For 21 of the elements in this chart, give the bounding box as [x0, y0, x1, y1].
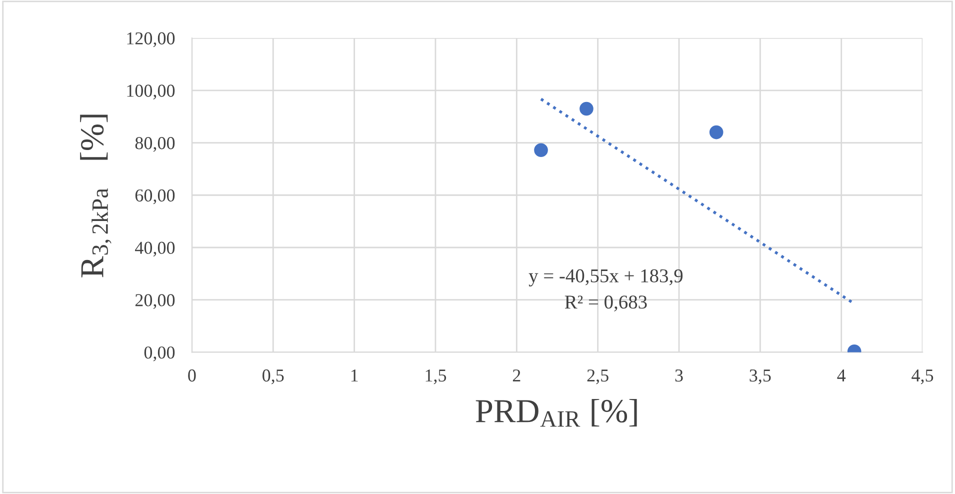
y-tick-label: 40,00 — [135, 242, 175, 257]
y-tick-label: 20,00 — [135, 294, 175, 309]
y-tick-label: 100,00 — [127, 84, 175, 100]
text: R$_{3,2kPa}$ [%] — [80, 114, 112, 278]
y-tick-label: 120,00 — [127, 32, 175, 48]
x-tick-label: 2,5 — [587, 369, 608, 384]
x-tick-label: 3,5 — [750, 369, 771, 384]
x-tick-label: 1 — [351, 370, 358, 382]
x-tick-label: 0,5 — [262, 369, 284, 384]
x-tick-label: 0 — [188, 369, 196, 382]
x-axis-title: PRD$_{AIR}$ [%] — [476, 398, 637, 427]
x-tick-label: 3 — [675, 369, 683, 382]
y-tick-label: 60,00 — [135, 189, 175, 204]
x-tick-label: 4,5 — [912, 370, 934, 384]
y-tick-label: 0,00 — [144, 346, 175, 362]
y-tick-label: 80,00 — [135, 137, 175, 152]
x-tick-label: 2 — [512, 369, 520, 382]
x-tick-label: 4 — [837, 370, 846, 382]
x-tick-label: 1,5 — [426, 370, 446, 384]
annotation: R² = 0,683 — [564, 296, 647, 312]
annotation: y = -40,55x + 183,9 — [528, 269, 683, 286]
